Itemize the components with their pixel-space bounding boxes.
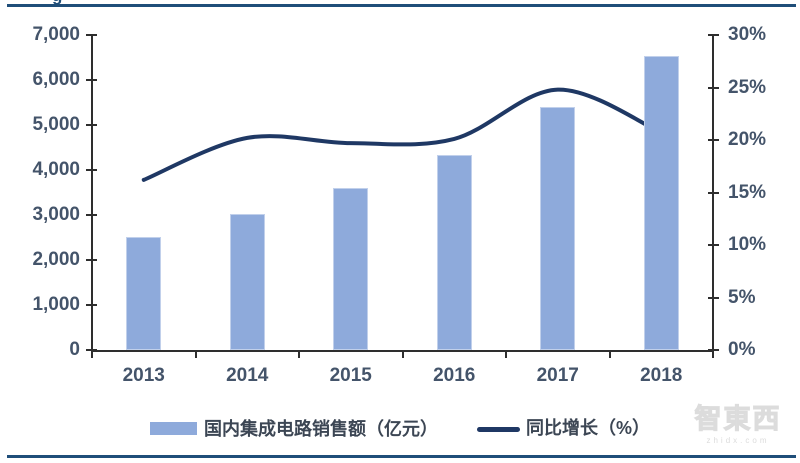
- x-axis-label-2014: 2014: [226, 365, 269, 386]
- sales-bar-2014: [229, 214, 265, 350]
- sales-bar-2017: [540, 106, 576, 350]
- x-axis-tick: [91, 352, 93, 358]
- growth-line: [141, 87, 664, 182]
- x-axis-tick: [298, 352, 300, 358]
- y-axis-right-line: [712, 35, 714, 352]
- x-axis-tick: [194, 352, 197, 358]
- watermark: 智東西 zhidx.com: [686, 403, 790, 446]
- sales-bar-2013: [126, 237, 162, 350]
- sales-bar-2016: [436, 154, 472, 350]
- x-axis-tick: [608, 352, 611, 358]
- x-axis-tick: [712, 352, 714, 358]
- x-axis-tick: [401, 352, 404, 358]
- y-axis-left-label: 4,000: [32, 159, 80, 180]
- y-axis-left-label: 3,000: [32, 204, 80, 225]
- sales-bar-2015: [333, 187, 369, 350]
- y-axis-right-label: 15%: [728, 181, 767, 203]
- y-axis-left-label: 2,000: [32, 249, 80, 270]
- bottom-rule: [7, 455, 796, 458]
- y-axis-right-label: 0%: [728, 339, 756, 360]
- x-axis-tick: [505, 352, 507, 358]
- y-axis-left-label: 1,000: [32, 294, 80, 315]
- y-axis-right-label: 25%: [728, 76, 767, 98]
- watermark-domain: zhidx.com: [706, 436, 770, 445]
- legend-bar-swatch: [150, 422, 197, 435]
- legend-line-label: 同比增长（%）: [526, 418, 651, 438]
- y-axis-left-line: [91, 35, 93, 352]
- legend-line-swatch: [477, 427, 520, 432]
- x-axis-line: [92, 350, 713, 352]
- x-axis-label-2016: 2016: [433, 365, 476, 386]
- y-axis-right-label: 30%: [728, 24, 767, 45]
- x-axis-label-2013: 2013: [122, 365, 165, 386]
- y-axis-right-label: 5%: [728, 286, 756, 308]
- watermark-brand: 智東西: [694, 403, 782, 434]
- clipped-title-fragment: g: [48, 0, 70, 4]
- legend-bar-label: 国内集成电路销售额（亿元）: [203, 417, 439, 439]
- y-axis-right-label: 20%: [728, 129, 767, 150]
- y-axis-right-label: 10%: [728, 234, 767, 255]
- x-axis-label-2015: 2015: [329, 365, 372, 386]
- y-axis-left-label: 6,000: [32, 69, 80, 90]
- clipped-title-letter: g: [52, 0, 62, 4]
- y-axis-left-label: 0: [69, 339, 80, 360]
- x-axis-label-2017: 2017: [536, 365, 579, 386]
- y-axis-left-label: 5,000: [32, 114, 80, 135]
- sales-bar-2018: [643, 56, 679, 350]
- y-axis-left-label: 7,000: [32, 24, 80, 45]
- x-axis-label-2018: 2018: [640, 365, 683, 386]
- top-rule: [7, 4, 796, 7]
